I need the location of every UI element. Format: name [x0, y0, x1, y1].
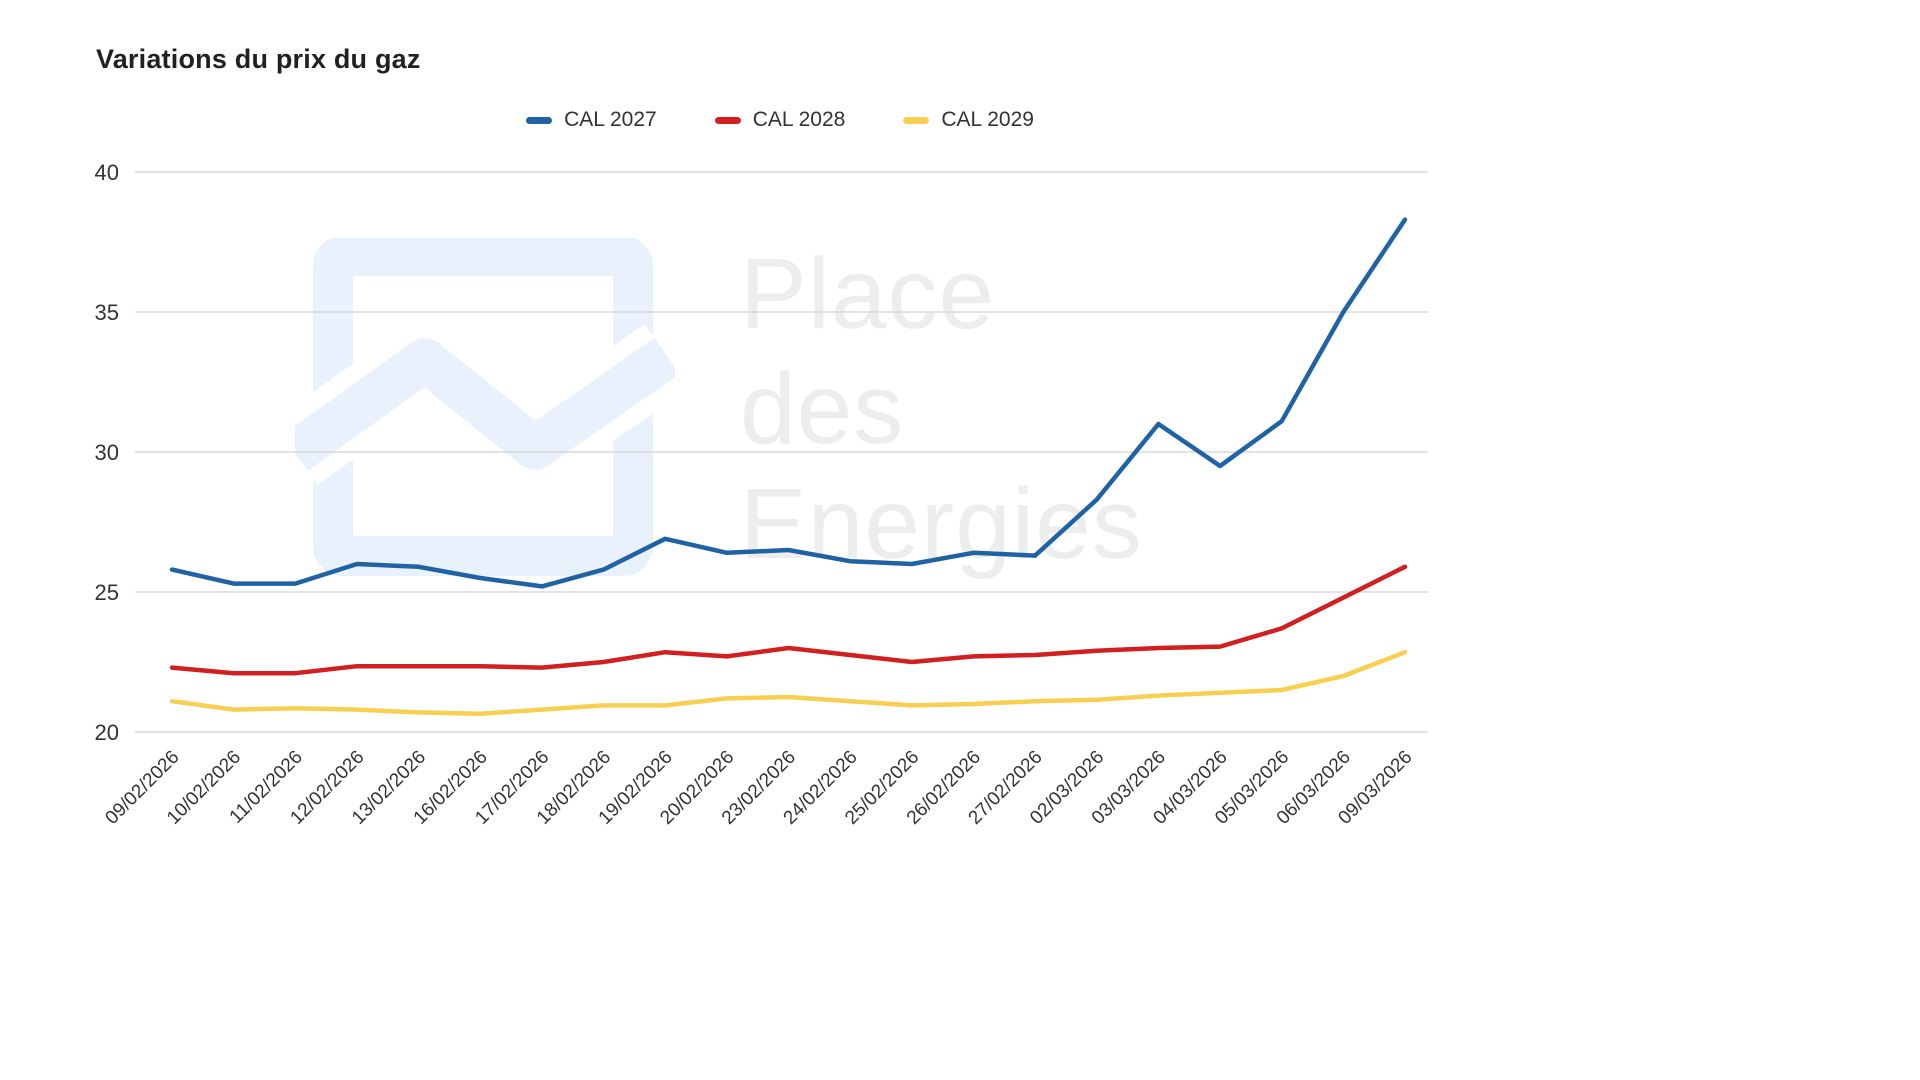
legend-swatch-cal-2028 [714, 116, 741, 124]
series-line-cal-2028 [169, 564, 1408, 676]
legend-label-cal-2029: CAL 2029 [941, 108, 1034, 131]
legend-swatch-cal-2027 [526, 116, 553, 124]
legend-label-cal-2027: CAL 2027 [564, 108, 657, 131]
y-tick-label: 40 [95, 160, 119, 185]
y-tick-label: 30 [95, 440, 119, 465]
legend: CAL 2027 CAL 2028 CAL 2029 [0, 108, 1560, 132]
y-tick-label: 25 [95, 580, 119, 605]
series-line-cal-2029 [169, 649, 1408, 717]
y-tick-label: 20 [95, 720, 119, 745]
legend-item-cal-2028: CAL 2028 [714, 108, 846, 132]
y-tick-label: 35 [95, 300, 119, 325]
series-line-cal-2027 [169, 217, 1408, 589]
legend-label-cal-2028: CAL 2028 [752, 108, 846, 131]
legend-item-cal-2029: CAL 2029 [903, 108, 1034, 132]
legend-swatch-cal-2029 [903, 116, 930, 124]
chart-title: Variations du prix du gaz [96, 44, 421, 74]
legend-item-cal-2027: CAL 2027 [526, 108, 657, 132]
